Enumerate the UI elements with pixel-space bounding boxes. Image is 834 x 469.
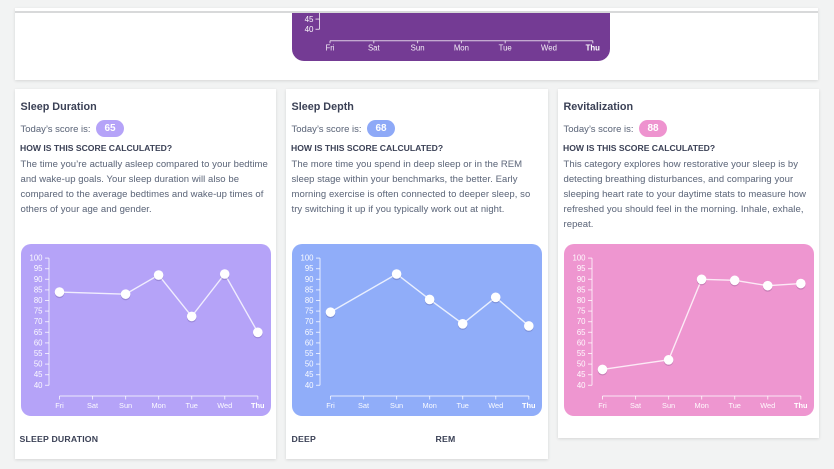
svg-text:80: 80 (304, 296, 313, 305)
svg-text:75: 75 (304, 306, 313, 315)
svg-text:Wed: Wed (488, 401, 503, 410)
svg-text:45: 45 (576, 370, 585, 379)
svg-text:70: 70 (33, 317, 42, 326)
svg-text:95: 95 (33, 264, 42, 273)
svg-text:Mon: Mon (453, 44, 468, 53)
svg-text:Fri: Fri (325, 44, 334, 53)
svg-text:85: 85 (33, 285, 42, 294)
svg-text:Fri: Fri (55, 401, 64, 410)
svg-text:Mon: Mon (694, 401, 708, 410)
svg-text:Sat: Sat (87, 401, 98, 410)
svg-text:Tue: Tue (185, 401, 197, 410)
svg-text:45: 45 (304, 370, 313, 379)
svg-text:100: 100 (29, 253, 43, 262)
svg-text:80: 80 (576, 296, 585, 305)
svg-text:100: 100 (572, 253, 586, 262)
svg-text:85: 85 (576, 285, 585, 294)
svg-text:Wed: Wed (541, 44, 557, 53)
svg-text:90: 90 (576, 274, 585, 283)
svg-text:40: 40 (304, 380, 313, 389)
svg-text:Mon: Mon (151, 401, 165, 410)
svg-text:70: 70 (304, 317, 313, 326)
svg-text:Thu: Thu (585, 44, 600, 53)
svg-text:60: 60 (304, 338, 313, 347)
svg-text:40: 40 (33, 380, 42, 389)
svg-text:95: 95 (576, 264, 585, 273)
svg-text:Fri: Fri (326, 401, 335, 410)
svg-text:Tue: Tue (498, 44, 511, 53)
svg-text:Thu: Thu (794, 401, 808, 410)
svg-text:50: 50 (304, 359, 313, 368)
svg-text:Fri: Fri (598, 401, 607, 410)
svg-text:Thu: Thu (522, 401, 536, 410)
svg-text:75: 75 (33, 306, 42, 315)
svg-text:40: 40 (304, 25, 313, 34)
svg-text:80: 80 (33, 296, 42, 305)
svg-text:60: 60 (576, 338, 585, 347)
svg-text:70: 70 (576, 317, 585, 326)
svg-text:90: 90 (304, 274, 313, 283)
svg-text:Thu: Thu (251, 401, 265, 410)
svg-text:Tue: Tue (456, 401, 468, 410)
svg-text:90: 90 (33, 274, 42, 283)
svg-text:85: 85 (304, 285, 313, 294)
svg-text:55: 55 (576, 349, 585, 358)
svg-text:Sun: Sun (390, 401, 403, 410)
svg-text:Wed: Wed (760, 401, 775, 410)
svg-text:55: 55 (304, 349, 313, 358)
svg-text:95: 95 (304, 264, 313, 273)
svg-text:55: 55 (33, 349, 42, 358)
svg-text:65: 65 (304, 327, 313, 336)
svg-text:65: 65 (576, 327, 585, 336)
svg-text:65: 65 (33, 327, 42, 336)
svg-text:Tue: Tue (728, 401, 740, 410)
svg-text:60: 60 (33, 338, 42, 347)
svg-text:Wed: Wed (217, 401, 232, 410)
svg-text:Sat: Sat (367, 44, 380, 53)
svg-text:Sun: Sun (662, 401, 675, 410)
svg-text:100: 100 (300, 253, 314, 262)
svg-text:45: 45 (33, 370, 42, 379)
svg-text:Mon: Mon (422, 401, 436, 410)
svg-text:50: 50 (33, 359, 42, 368)
svg-text:Sat: Sat (630, 401, 641, 410)
svg-text:40: 40 (576, 380, 585, 389)
svg-text:Sun: Sun (119, 401, 132, 410)
svg-text:50: 50 (576, 359, 585, 368)
svg-text:45: 45 (304, 15, 313, 24)
svg-text:75: 75 (576, 306, 585, 315)
svg-text:Sun: Sun (410, 44, 424, 53)
svg-text:Sat: Sat (358, 401, 369, 410)
